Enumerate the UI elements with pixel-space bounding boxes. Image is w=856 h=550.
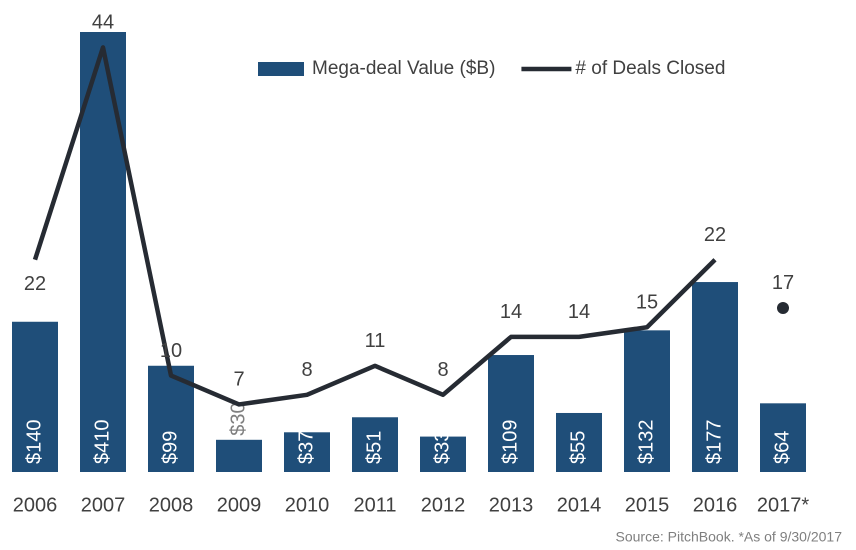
x-tick-label: 2012	[421, 494, 466, 516]
x-tick-label: 2011	[353, 494, 396, 516]
line	[32, 45, 717, 407]
bar-value-label: $51	[363, 431, 385, 464]
bar	[760, 403, 806, 472]
line-value-label: 15	[636, 292, 658, 314]
bar	[284, 432, 330, 472]
bar-value-label: $109	[499, 420, 521, 465]
bar	[80, 32, 126, 472]
bar	[692, 282, 738, 472]
x-tick-label: 2009	[217, 494, 262, 516]
legend-label: Mega-deal Value ($B)	[312, 58, 495, 79]
line-value-label: 14	[500, 301, 522, 323]
line-value-label: 8	[301, 359, 312, 381]
bar-value-label: $64	[771, 431, 793, 464]
bar-value-label: $410	[91, 420, 113, 465]
x-tick-label: 2006	[13, 494, 58, 516]
legend-swatch	[258, 62, 304, 76]
x-tick-label: 2008	[149, 494, 194, 516]
source-note: Source: PitchBook. *As of 9/30/2017	[616, 529, 843, 545]
bar-value-label: $140	[23, 420, 45, 465]
bar-value-label: $30	[227, 402, 249, 435]
legend-label: # of Deals Closed	[575, 58, 725, 79]
bar-value-label: $55	[567, 431, 589, 464]
line-value-label: 7	[233, 369, 244, 391]
bar-value-label: $37	[295, 431, 317, 464]
x-tick-label: 2007	[81, 494, 126, 516]
x-tick-label: 2016	[693, 494, 738, 516]
bar-value-label: $33	[431, 431, 453, 464]
line-value-label: 10	[160, 340, 182, 362]
line-value-label: 22	[704, 224, 726, 246]
x-tick-label: 2015	[625, 494, 670, 516]
bar-value-label: $177	[703, 420, 725, 465]
line-value-label: 17	[772, 272, 794, 294]
bar	[556, 412, 602, 472]
bar	[624, 330, 670, 472]
bar	[352, 417, 398, 472]
x-tick-label: 2017*	[757, 494, 809, 516]
x-tick-label: 2010	[285, 494, 330, 516]
line-value-label: 22	[24, 273, 46, 295]
line-value-label: 11	[365, 330, 386, 352]
line-value-label: 44	[92, 12, 114, 34]
point	[777, 301, 789, 314]
bar-value-label: $132	[635, 420, 657, 465]
bar	[12, 321, 58, 472]
bar	[420, 436, 466, 472]
line-value-label: 14	[568, 301, 590, 323]
line-value-label: 8	[437, 359, 448, 381]
bar-value-label: $99	[159, 431, 181, 464]
bar	[488, 355, 534, 472]
x-tick-label: 2013	[489, 494, 534, 516]
x-tick-label: 2014	[557, 494, 602, 516]
bar	[216, 439, 262, 472]
